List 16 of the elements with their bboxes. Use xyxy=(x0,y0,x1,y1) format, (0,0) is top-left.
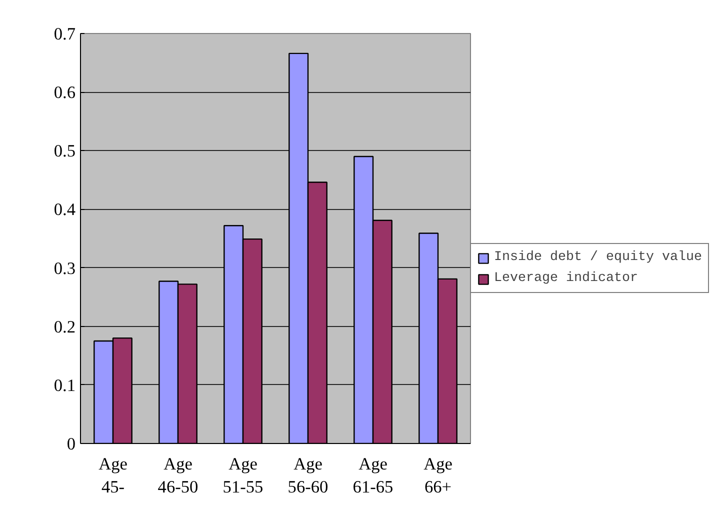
y-tick-label: 0.6 xyxy=(54,83,76,102)
y-tick-label: 0.4 xyxy=(54,200,76,220)
x-tick-label: Age 61-65 xyxy=(352,454,394,496)
y-tick-label: 0.2 xyxy=(54,317,76,336)
x-tick-label: Age 51-55 xyxy=(222,454,264,496)
y-tick-label: 0.1 xyxy=(54,376,76,395)
y-tick-label: 0.7 xyxy=(54,24,76,44)
x-tick-label: Age 66+ xyxy=(424,454,453,496)
y-tick-label: 0.3 xyxy=(54,258,76,278)
legend-label: Leverage indicator xyxy=(494,271,638,286)
y-tick-label: 0 xyxy=(66,434,76,454)
x-tick-label: Age 56-60 xyxy=(288,454,328,496)
x-tick-label: Age 45- xyxy=(98,454,128,496)
legend-label: Inside debt / equity value xyxy=(494,250,702,265)
y-tick-label: 0.5 xyxy=(54,142,76,161)
x-tick-label: Age 46-50 xyxy=(158,454,198,496)
